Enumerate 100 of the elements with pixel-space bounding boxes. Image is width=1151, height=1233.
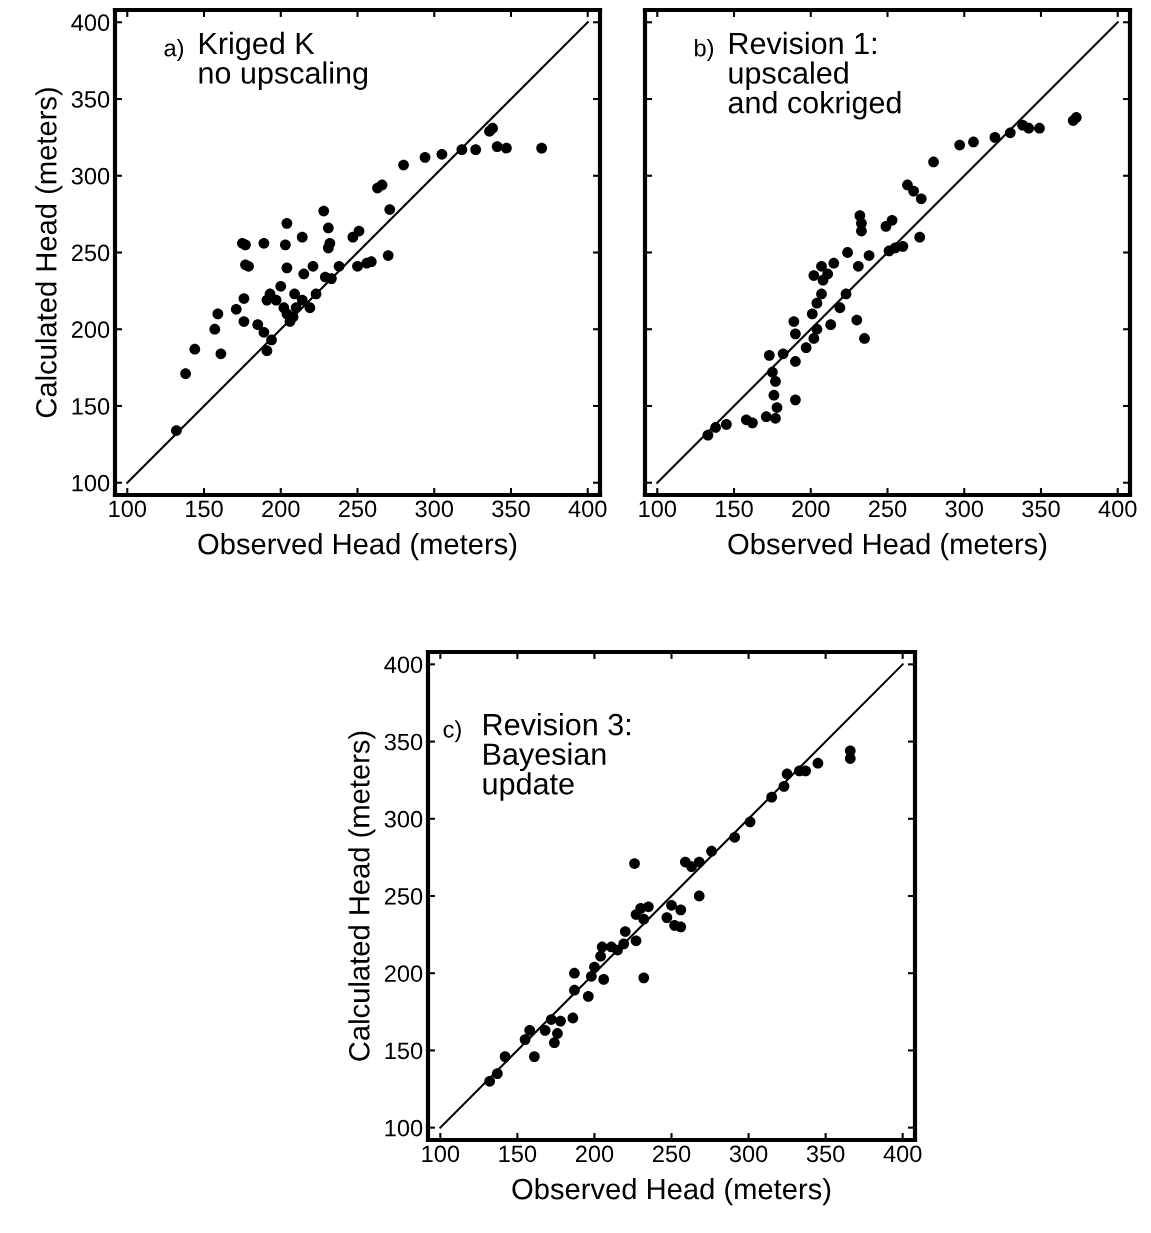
- point: [720, 419, 732, 430]
- point: [630, 935, 642, 947]
- point: [747, 417, 758, 429]
- point: [693, 890, 705, 902]
- point: [790, 356, 801, 367]
- point: [806, 308, 818, 320]
- point: [968, 136, 979, 148]
- point: [788, 316, 800, 327]
- point: [790, 394, 801, 406]
- point: [666, 899, 677, 911]
- point: [702, 429, 714, 441]
- y-tick-label: 150: [72, 398, 110, 415]
- point: [1004, 127, 1016, 139]
- point: [548, 1037, 560, 1049]
- point: [675, 921, 687, 933]
- point: [808, 333, 820, 344]
- y-tick-label: 100: [385, 1119, 423, 1137]
- y-tick-label: 350: [384, 733, 423, 751]
- point: [915, 193, 927, 205]
- x-tick-label: 400: [883, 1145, 922, 1163]
- point: [555, 1015, 566, 1027]
- x-tick-label: 100: [639, 500, 677, 518]
- point: [822, 268, 834, 280]
- x-tick-label: 300: [415, 500, 454, 518]
- point: [790, 328, 801, 340]
- point: [484, 1075, 496, 1087]
- y-tick-label: 150: [385, 1042, 423, 1060]
- point: [491, 1068, 503, 1079]
- point: [816, 288, 827, 300]
- annotation: b): [695, 39, 714, 62]
- point: [840, 288, 852, 300]
- point: [569, 984, 580, 996]
- point: [763, 349, 775, 361]
- point: [519, 1034, 531, 1045]
- point: [808, 270, 820, 281]
- point: [771, 402, 783, 413]
- point: [844, 753, 856, 764]
- x-tick-label: 100: [422, 1145, 460, 1163]
- point: [770, 376, 781, 387]
- x-tick-label: 200: [262, 500, 300, 518]
- point: [1023, 122, 1035, 134]
- point: [545, 1014, 557, 1025]
- point: [928, 156, 939, 168]
- point: [710, 422, 721, 433]
- annotation: Revision 1: upscaled and cokriged: [728, 31, 901, 120]
- point: [499, 1051, 511, 1062]
- x-tick-label: 150: [186, 500, 223, 518]
- x-tick-label: 200: [575, 1145, 614, 1163]
- y-axis-title: Calculated Head (meters): [348, 731, 376, 1061]
- point: [643, 901, 654, 913]
- point: [767, 366, 778, 378]
- x-axis-title: Observed Head (meters): [512, 1177, 831, 1206]
- x-axis-title: Observed Head (meters): [198, 532, 517, 561]
- y-tick-label: 300: [71, 167, 110, 185]
- y-tick-label: 200: [384, 965, 423, 982]
- x-tick-label: 150: [716, 500, 753, 518]
- x-tick-label: 150: [499, 1145, 537, 1163]
- point: [569, 967, 580, 979]
- x-tick-label: 300: [729, 1145, 768, 1163]
- point: [886, 214, 898, 226]
- x-tick-label: 350: [806, 1145, 845, 1163]
- point: [852, 260, 864, 272]
- point: [778, 780, 790, 792]
- point: [661, 912, 673, 923]
- point: [596, 941, 608, 953]
- x-axis-title: Observed Head (meters): [728, 532, 1047, 561]
- y-tick-label: 400: [71, 14, 110, 32]
- x-tick-label: 250: [868, 500, 907, 518]
- annotation: Kriged K no upscaling: [199, 31, 368, 90]
- point: [766, 791, 778, 803]
- point: [989, 132, 1001, 143]
- point: [1034, 122, 1045, 134]
- y-tick-label: 400: [384, 656, 423, 674]
- y-tick-label: 100: [72, 474, 110, 492]
- point: [770, 412, 781, 424]
- x-tick-label: 350: [1022, 500, 1060, 518]
- point: [897, 240, 909, 252]
- point: [567, 1012, 579, 1024]
- point: [800, 342, 812, 354]
- point: [811, 297, 823, 309]
- annotation: c): [443, 720, 461, 743]
- point: [539, 1024, 551, 1036]
- point: [619, 926, 631, 937]
- point: [595, 950, 606, 962]
- point: [598, 974, 610, 985]
- point: [825, 319, 837, 331]
- x-tick-label: 300: [945, 500, 984, 518]
- point: [524, 1024, 536, 1036]
- point: [914, 231, 926, 243]
- point: [638, 972, 650, 984]
- y-axis-title: Calculated Head (meters): [35, 88, 63, 418]
- point: [582, 991, 594, 1002]
- point: [777, 348, 789, 360]
- x-tick-label: 250: [652, 1145, 691, 1163]
- x-tick-label: 400: [1098, 500, 1137, 518]
- x-tick-label: 350: [492, 500, 530, 518]
- point: [729, 831, 741, 843]
- point: [851, 314, 863, 326]
- point: [859, 333, 870, 344]
- point: [528, 1051, 540, 1062]
